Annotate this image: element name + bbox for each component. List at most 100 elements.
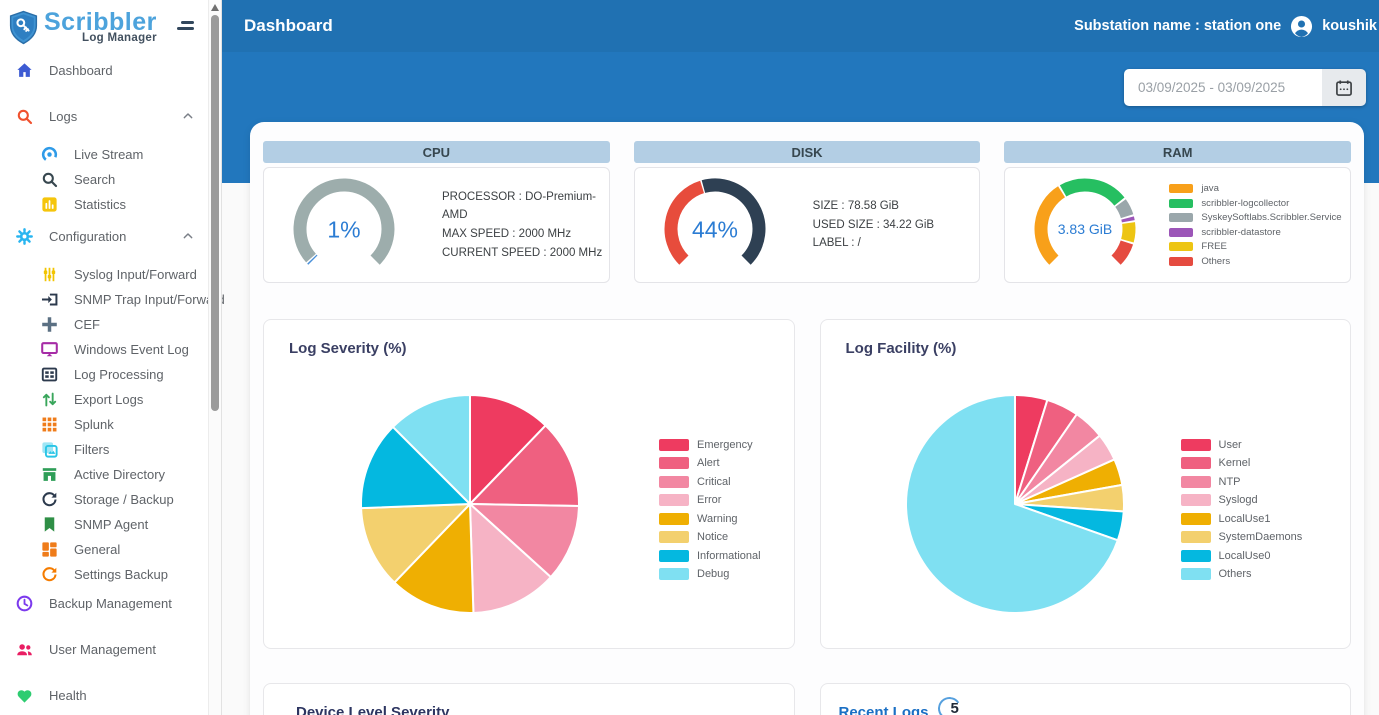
legend-item-others[interactable]: Others (1180, 568, 1303, 580)
legend-item-emergency[interactable]: Emergency (659, 438, 761, 451)
date-range-picker (1124, 69, 1366, 106)
legend-item-syskeysoftlabs-scribbler-service[interactable]: SyskeySoftlabs.Scribbler.Service (1169, 212, 1342, 224)
legend-swatch (1169, 242, 1194, 252)
scribbler-shield-logo-icon (8, 10, 39, 50)
search-icon (15, 107, 34, 126)
legend-label: Notice (697, 531, 729, 543)
legend-item-critical[interactable]: Critical (659, 475, 761, 488)
legend-label: LocalUse0 (1218, 549, 1271, 562)
content-panel: CPU 1% PROCESSOR : DO-Premium-AMD MAX SPE… (250, 122, 1364, 715)
sidebar-item-dashboard[interactable]: Dashboard (0, 58, 208, 82)
date-range-input[interactable] (1124, 69, 1322, 106)
info-line: LABEL : / (812, 237, 861, 250)
legend-item-warning[interactable]: Warning (659, 512, 761, 525)
sidebar-item-snmp-agent[interactable]: SNMP Agent (0, 512, 208, 537)
log-severity-card: Log Severity (%) Emergency Alert Critical E… (263, 319, 795, 649)
legend-item-ntp[interactable]: NTP (1180, 475, 1303, 488)
sidebar-item-active-directory[interactable]: Active Directory (0, 462, 208, 487)
ram-gauge: 3.83 GiB (1034, 178, 1136, 265)
sidebar-item-label: SNMP Agent (74, 517, 149, 532)
sidebar-item-settings-backup[interactable]: Settings Backup (0, 562, 208, 587)
sidebar-item-health[interactable]: Health (0, 683, 208, 707)
sidebar-item-user-management[interactable]: User Management (0, 637, 208, 661)
cpu-gauge: 1% (293, 178, 395, 265)
sidebar-item-label: Live Stream (74, 147, 144, 162)
sync-icon (40, 490, 59, 509)
legend-item-kernel[interactable]: Kernel (1180, 457, 1303, 469)
sidebar-item-log-processing[interactable]: Log Processing (0, 362, 208, 387)
sidebar-item-statistics[interactable]: Statistics (0, 192, 208, 217)
scrollbar-thumb[interactable] (211, 15, 219, 411)
sidebar-item-storage-backup[interactable]: Storage / Backup (0, 487, 208, 512)
legend-item-localuse0[interactable]: LocalUse0 (1180, 549, 1303, 562)
sidebar-item-syslog-input-forward[interactable]: Syslog Input/Forward (0, 262, 208, 287)
legend-item-others[interactable]: Others (1169, 256, 1341, 267)
logo-text: Scribbler Log Manager (44, 10, 157, 45)
store-icon (40, 465, 59, 484)
sidebar-item-export-logs[interactable]: Export Logs (0, 387, 208, 412)
sidebar-collapse-menu-icon[interactable] (176, 18, 194, 33)
legend-item-scribbler-logcollector[interactable]: scribbler-logcollector (1169, 198, 1341, 209)
sidebar: Scribbler Log Manager Dashboard Logs Live … (0, 0, 225, 715)
legend-item-free[interactable]: FREE (1169, 241, 1341, 252)
legend-label: Emergency (697, 438, 753, 451)
log-facility-title: Log Facility (%) (845, 340, 957, 357)
legend-item-systemdaemons[interactable]: SystemDaemons (1180, 531, 1302, 543)
sidebar-item-label: Splunk (74, 417, 114, 432)
legend-item-error[interactable]: Error (659, 494, 761, 506)
log-severity-title: Log Severity (%) (289, 340, 407, 357)
legend-label: Error (697, 494, 722, 506)
scrollbar-up-arrow-icon[interactable] (211, 4, 219, 11)
sidebar-item-filters[interactable]: Filters (0, 437, 208, 462)
recent-logs-title: Recent Logs (838, 704, 929, 715)
legend-item-notice[interactable]: Notice (659, 531, 761, 543)
sidebar-item-live-stream[interactable]: Live Stream (0, 142, 208, 167)
log-facility-card: Log Facility (%) User Kernel NTP Syslogd Loc… (819, 319, 1351, 649)
sidebar-scrollbar[interactable] (208, 0, 222, 715)
legend-swatch (1169, 256, 1194, 266)
info-line: SIZE : 78.58 GiB (812, 200, 899, 213)
legend-label: NTP (1218, 475, 1241, 488)
sidebar-item-windows-event-log[interactable]: Windows Event Log (0, 337, 208, 362)
cross-icon (40, 315, 59, 334)
legend-item-user[interactable]: User (1180, 438, 1303, 451)
sliders-icon (40, 265, 59, 284)
legend-item-alert[interactable]: Alert (659, 457, 761, 469)
sidebar-item-cef[interactable]: CEF (0, 312, 208, 337)
legend-swatch (659, 457, 689, 469)
sidebar-item-label: Settings Backup (74, 567, 168, 582)
disk-info: SIZE : 78.58 GiB USED SIZE : 34.22 GiB LAB… (813, 197, 938, 253)
legend-item-localuse1[interactable]: LocalUse1 (1180, 512, 1303, 525)
legend-label: Alert (697, 457, 720, 469)
sidebar-item-logs[interactable]: Logs (0, 104, 208, 128)
recent-logs-card: Recent Logs 5 (819, 683, 1351, 715)
topbar-right: Substation name : station one koushik (1074, 15, 1379, 38)
sidebar-item-configuration[interactable]: Configuration (0, 224, 208, 248)
sidebar-item-snmp-trap-input-forward[interactable]: SNMP Trap Input/Forward (0, 287, 225, 312)
log-severity-legend: Emergency Alert Critical Error Warning Notice… (659, 432, 761, 587)
sidebar-item-backup-management[interactable]: Backup Management (0, 591, 208, 615)
legend-swatch (1169, 213, 1194, 223)
legend-item-debug[interactable]: Debug (659, 568, 761, 580)
sidebar-item-label: General (74, 542, 121, 557)
ram-card-body: 3.83 GiB java scribbler-logcollector Syske… (1004, 167, 1352, 283)
sidebar-nav: Dashboard Logs Live Stream Search Statistics… (0, 58, 225, 707)
user-account-icon[interactable] (1290, 15, 1313, 38)
legend-label: SyskeySoftlabs.Scribbler.Service (1201, 212, 1342, 224)
disk-card-header: DISK (633, 141, 981, 163)
legend-item-syslogd[interactable]: Syslogd (1180, 494, 1303, 506)
legend-label: User (1218, 438, 1242, 451)
legend-item-java[interactable]: java (1169, 183, 1341, 194)
sidebar-item-label: Health (49, 687, 87, 703)
chevron-up-icon (180, 228, 196, 244)
recent-logs-count: 5 (950, 700, 959, 715)
sidebar-item-splunk[interactable]: Splunk (0, 412, 208, 437)
monitor-icon (40, 340, 59, 359)
sidebar-item-search[interactable]: Search (0, 167, 208, 192)
legend-swatch (1169, 198, 1194, 208)
legend-item-informational[interactable]: Informational (659, 549, 761, 562)
legend-item-scribbler-datastore[interactable]: scribbler-datastore (1169, 227, 1341, 238)
sidebar-item-general[interactable]: General (0, 537, 208, 562)
gear-icon (15, 227, 34, 246)
calendar-button[interactable] (1322, 69, 1366, 106)
